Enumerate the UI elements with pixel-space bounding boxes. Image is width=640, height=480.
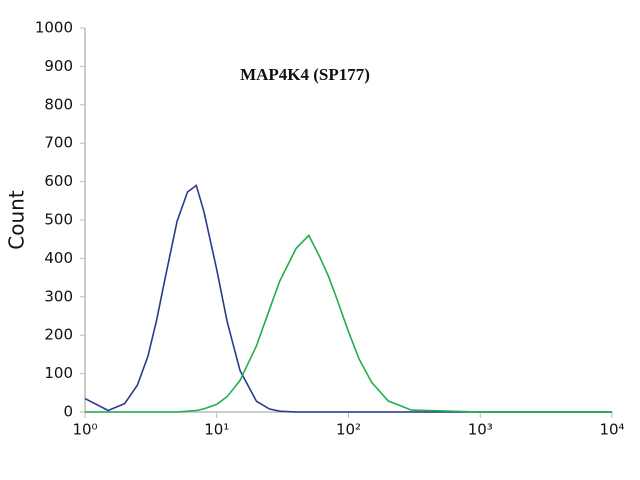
y-tick-label: 0	[63, 403, 73, 421]
y-tick-label: 1000	[35, 19, 73, 37]
y-tick-label: 300	[44, 287, 73, 305]
x-tick-label: 10³	[468, 421, 493, 439]
x-tick-label: 10⁰	[72, 421, 97, 439]
y-tick-label: 100	[44, 364, 73, 382]
y-axis-label: Count	[5, 190, 29, 250]
x-tick-label: 10¹	[204, 421, 229, 439]
histogram-line	[84, 184, 612, 413]
y-tick-label: 900	[44, 57, 73, 75]
histogram-line	[85, 234, 612, 413]
y-tick-label: 500	[44, 211, 73, 229]
y-tick-label: 200	[44, 326, 73, 344]
x-tick-label: 10²	[336, 421, 361, 439]
y-tick-label: 800	[44, 95, 73, 113]
y-tick-label: 700	[44, 134, 73, 152]
y-tick-label: 400	[44, 249, 73, 267]
y-tick-label: 600	[44, 172, 73, 190]
chart-title: MAP4K4 (SP177)	[240, 65, 370, 84]
x-tick-label: 10⁴	[599, 421, 624, 439]
